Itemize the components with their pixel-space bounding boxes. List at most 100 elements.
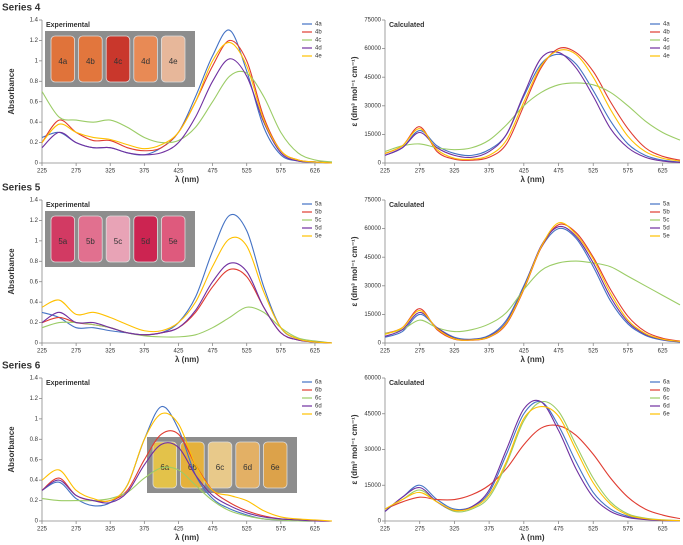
y-axis-label: ε (dm³ mol⁻¹ cm⁻¹): [350, 56, 359, 126]
y-tick-label: 0.4: [30, 478, 39, 484]
x-tick-label: 325: [449, 169, 460, 175]
x-tick-label: 425: [519, 169, 530, 175]
y-tick-label: 30000: [364, 103, 381, 109]
x-tick-label: 275: [415, 349, 426, 355]
legend-label: 4e: [663, 54, 670, 60]
y-axis-label: Absorbance: [7, 426, 16, 473]
panel-title: Calculated: [389, 380, 424, 387]
series-line: [384, 51, 681, 163]
y-axis-label: ε (dm³ mol⁻¹ cm⁻¹): [350, 414, 359, 484]
y-tick-label: 1.2: [30, 218, 39, 224]
y-tick-label: 1.2: [30, 396, 39, 402]
x-tick-label: 275: [71, 349, 82, 355]
y-tick-label: 0.2: [30, 498, 39, 504]
series-line: [384, 49, 681, 162]
series-line: [384, 47, 681, 161]
series-line: [41, 58, 333, 164]
x-tick-label: 475: [208, 169, 219, 175]
x-tick-label: 325: [449, 349, 460, 355]
vial-label: 5b: [86, 237, 95, 246]
x-tick-label: 325: [105, 349, 116, 355]
y-tick-label: 0: [35, 341, 39, 347]
x-tick-label: 225: [37, 349, 48, 355]
vial: [262, 441, 288, 489]
x-axis-label: λ (nm): [521, 175, 545, 184]
series-line: [384, 400, 681, 522]
y-tick-label: 0.6: [30, 99, 39, 105]
row-label: Series 5: [2, 183, 41, 194]
y-tick-label: 1.4: [30, 376, 39, 382]
series-line: [384, 82, 681, 153]
x-tick-label: 325: [449, 527, 460, 533]
legend-label: 6b: [663, 388, 670, 394]
y-tick-label: 0: [35, 161, 39, 167]
legend-label: 5b: [663, 210, 670, 216]
y-tick-label: 30000: [364, 283, 381, 289]
legend-label: 4b: [315, 30, 322, 36]
x-tick-label: 225: [37, 527, 48, 533]
x-tick-label: 525: [242, 169, 253, 175]
y-tick-label: 1: [35, 416, 39, 422]
y-tick-label: 0: [378, 161, 382, 167]
vial-label: 5e: [169, 237, 178, 246]
legend-label: 5e: [315, 234, 322, 240]
x-axis-label: λ (nm): [175, 533, 199, 542]
vial: [133, 215, 158, 263]
series-line: [41, 262, 333, 344]
x-tick-label: 225: [380, 169, 391, 175]
legend-label: 5c: [315, 218, 321, 224]
y-tick-label: 45000: [364, 411, 381, 417]
legend-label: 5d: [663, 226, 670, 232]
y-tick-label: 75000: [364, 198, 381, 204]
vial: [50, 35, 76, 83]
legend-label: 5a: [315, 202, 322, 208]
vial-label: 6c: [216, 463, 224, 472]
x-tick-label: 375: [139, 527, 150, 533]
legend-label: 4d: [315, 46, 322, 52]
x-tick-label: 375: [139, 349, 150, 355]
chart-panel: 0 15000 30000 45000 60000 75000 225 275 325 375 42…: [350, 18, 681, 184]
x-tick-label: 475: [208, 349, 219, 355]
y-tick-label: 0.8: [30, 79, 39, 85]
legend-label: 5a: [663, 202, 670, 208]
legend-label: 6d: [315, 404, 322, 410]
legend-label: 4c: [663, 38, 669, 44]
series-line: [384, 406, 681, 522]
x-tick-label: 225: [380, 349, 391, 355]
series-line: [384, 424, 681, 520]
x-tick-label: 625: [310, 349, 321, 355]
x-tick-label: 525: [588, 349, 599, 355]
legend-label: 6e: [315, 412, 322, 418]
row-label: Series 6: [2, 361, 41, 372]
panel-title: Experimental: [46, 22, 90, 29]
series-line: [41, 442, 333, 522]
x-tick-label: 475: [554, 169, 565, 175]
y-tick-label: 0.2: [30, 140, 39, 146]
x-tick-label: 475: [554, 349, 565, 355]
x-tick-label: 525: [588, 169, 599, 175]
x-tick-label: 375: [484, 349, 495, 355]
series-line: [384, 221, 681, 343]
y-tick-label: 30000: [364, 447, 381, 453]
x-axis-label: λ (nm): [175, 175, 199, 184]
series-line: [384, 53, 681, 163]
y-axis-label: Absorbance: [7, 68, 16, 115]
legend-label: 6e: [663, 412, 670, 418]
y-axis-label: Absorbance: [7, 248, 16, 295]
x-tick-label: 525: [588, 527, 599, 533]
x-tick-label: 525: [242, 349, 253, 355]
y-tick-label: 0.8: [30, 437, 39, 443]
x-tick-label: 575: [623, 527, 634, 533]
x-tick-label: 475: [208, 527, 219, 533]
vial-label: 4e: [169, 57, 178, 66]
x-axis-label: λ (nm): [521, 533, 545, 542]
y-tick-label: 15000: [364, 312, 381, 318]
y-tick-label: 0: [378, 519, 382, 525]
x-tick-label: 425: [173, 527, 184, 533]
x-tick-label: 575: [276, 169, 287, 175]
vial-label: 6e: [271, 463, 280, 472]
legend-label: 5c: [663, 218, 669, 224]
series-line: [41, 236, 333, 344]
y-tick-label: 0: [35, 519, 39, 525]
